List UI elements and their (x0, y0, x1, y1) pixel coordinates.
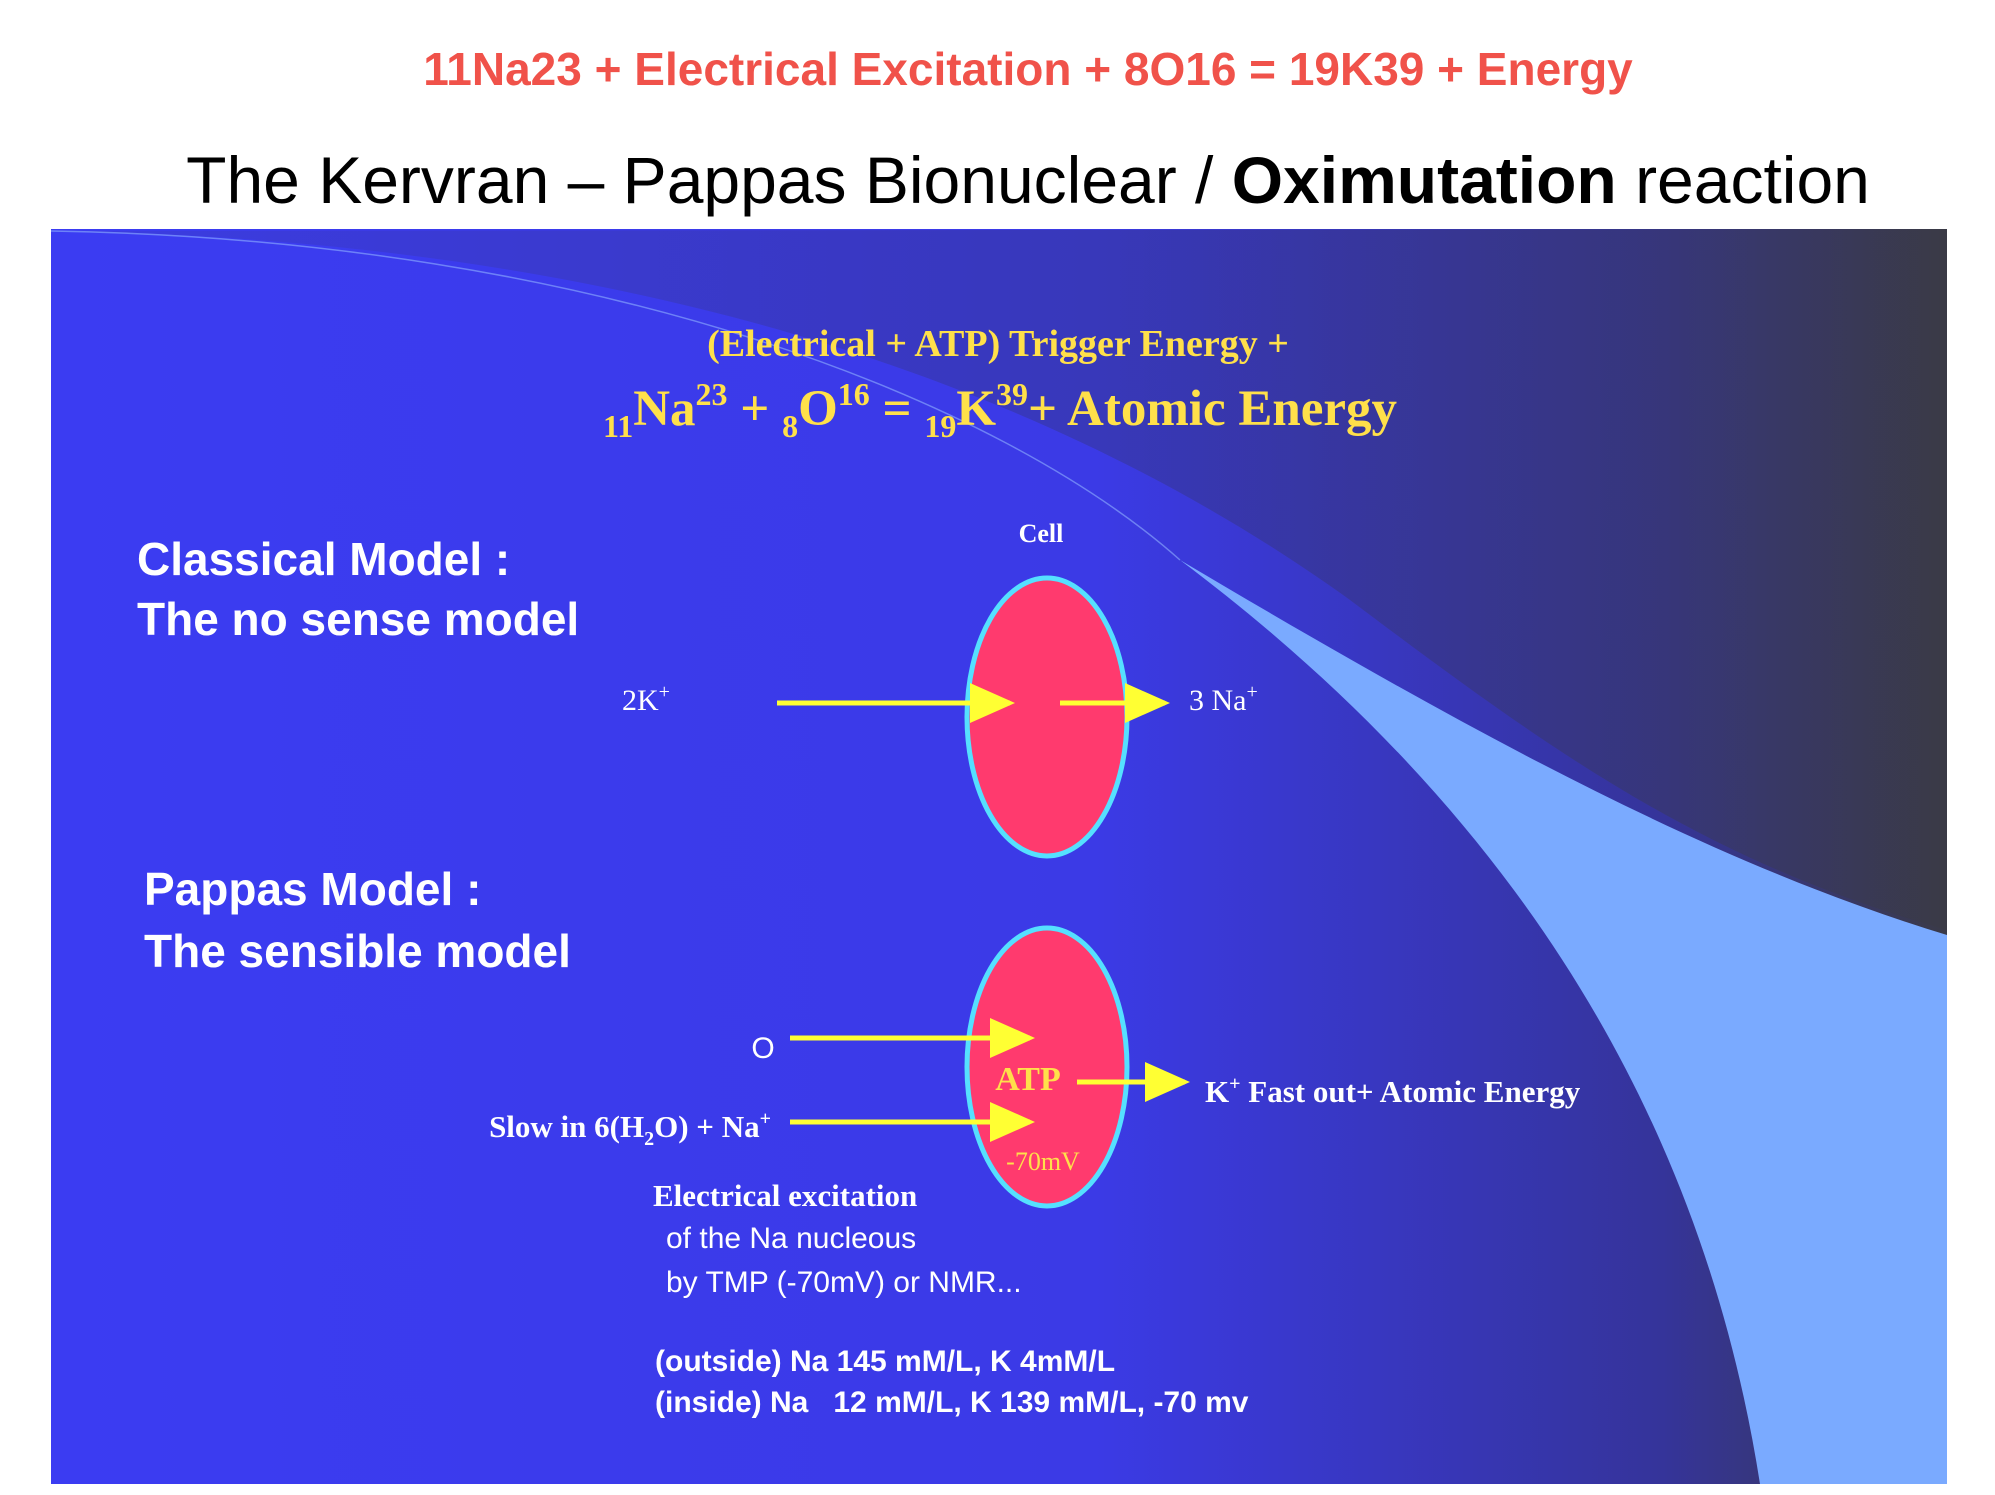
mv: -70mV (1006, 1147, 1080, 1176)
text: 3 Na (1189, 684, 1246, 717)
formula: 11Na23 + Electrical Excitation + 8O16 = … (423, 43, 1633, 95)
label: Slow in 6(H2O) + Na+ (489, 1108, 771, 1150)
sup: + (659, 681, 670, 703)
sup: 16 (838, 376, 870, 412)
sub: 11 (603, 408, 633, 444)
atp: ATP (995, 1061, 1060, 1098)
equation: 11Na23 + 8O16 = 19K39+ Atomic Energy (603, 376, 1397, 444)
concentration: (outside) Na 145 mM/L, K 4mM/L (655, 1345, 1115, 1378)
sup: + (1246, 681, 1257, 703)
heading: Classical Model : (137, 533, 510, 585)
text: K (1205, 1074, 1229, 1109)
sub: 2 (644, 1128, 654, 1150)
op: = (870, 381, 925, 437)
text: O) + Na (654, 1109, 760, 1144)
sup: + (760, 1108, 771, 1130)
element: Na (633, 381, 695, 437)
label: O (751, 1032, 774, 1065)
text: 2K (622, 684, 659, 717)
element: O (798, 381, 838, 437)
trigger: (Electrical + ATP) Trigger Energy + (707, 323, 1289, 365)
excitation: by TMP (-70mV) or NMR... (666, 1266, 1022, 1299)
title: The Kervran – Pappas Bionuclear / Oximut… (186, 143, 1870, 217)
curve (50, 230, 1181, 561)
sup: 23 (696, 376, 728, 412)
concentration: (inside) Na 12 mM/L, K 139 mM/L, -70 mv (655, 1386, 1249, 1419)
op: + Atomic Energy (1028, 381, 1397, 437)
excitation: Electrical excitation (653, 1178, 917, 1213)
sup: 39 (996, 376, 1028, 412)
title-part: reaction (1617, 143, 1870, 217)
label: K+ Fast out+ Atomic Energy (1205, 1073, 1581, 1109)
cell-label: Cell (1019, 519, 1064, 548)
excitation: of the Na nucleous (666, 1222, 916, 1255)
sup: + (1229, 1073, 1240, 1095)
text: Slow in 6(H (489, 1109, 644, 1144)
text: Fast out+ Atomic Energy (1241, 1074, 1581, 1109)
op: + (728, 381, 783, 437)
label: 2K+ (622, 681, 670, 717)
subheading: The no sense model (137, 593, 579, 645)
light-sweep (1180, 560, 1947, 1484)
label: 3 Na+ (1189, 681, 1258, 717)
sub: 19 (924, 408, 956, 444)
element: K (956, 381, 996, 437)
heading: Pappas Model : (144, 863, 481, 915)
dark-sweep (51, 229, 1947, 930)
cell (964, 575, 1130, 859)
title-part: The Kervran – Pappas Bionuclear / (186, 143, 1232, 217)
subheading: The sensible model (144, 925, 571, 977)
title-bold: Oximutation (1232, 143, 1617, 217)
sub: 8 (782, 408, 798, 444)
